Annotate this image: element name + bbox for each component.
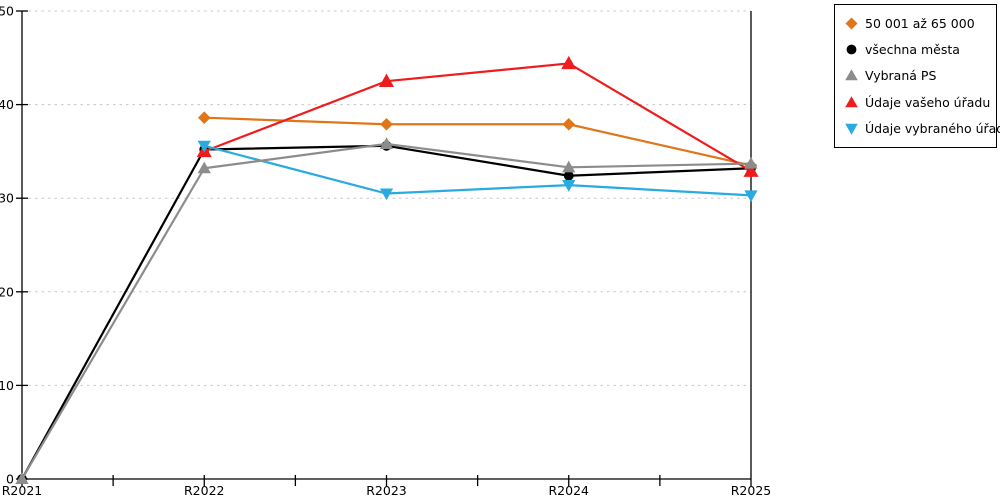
y-tick-label: 0 [6,472,14,487]
legend-diamond-icon [845,17,858,30]
triangle-up-marker-icon [379,137,394,149]
series-line [204,116,752,167]
legend-item: Údaje vybraného úřadu [844,121,1000,136]
series-4 [197,140,758,203]
triangle-up-marker-icon [743,163,759,177]
triangle-up-marker-icon [845,96,858,108]
triangle-down-marker-icon [845,123,858,136]
triangle-up-marker-icon [845,69,858,81]
legend-item: 50 001 až 65 000 [844,16,994,31]
series-3 [196,55,759,177]
y-tick-label: 40 [0,97,14,112]
circle-marker-icon [563,170,574,181]
triangle-down-marker-icon [562,180,576,192]
legend-label: všechna města [865,42,960,58]
legend-label: Údaje vašeho úřadu [865,94,991,110]
x-tick-label: R2024 [549,483,590,498]
series-line [203,144,752,197]
legend-item: všechna města [844,42,994,57]
triangle-up-marker-icon [197,161,211,174]
legend-label: 50 001 až 65 000 [865,15,975,31]
diamond-marker-icon [845,17,858,30]
x-tick-label: R2021 [2,483,43,498]
chart-legend: 50 001 až 65 000 všechna města Vybraná PS Ú… [834,4,1000,148]
legend-label: Vybraná PS [865,68,937,84]
circle-marker-icon [846,44,857,55]
legend-item: Údaje vašeho úřadu [844,95,994,110]
series-2 [15,137,758,485]
y-tick-label: 20 [0,284,14,299]
legend-item: Vybraná PS [844,68,994,83]
y-tick-label: 30 [0,191,14,206]
triangle-down-marker-icon [744,190,758,203]
triangle-up-marker-icon [15,472,29,485]
diamond-marker-icon [380,117,393,131]
legend-triangle-up-icon [845,96,858,108]
legend-triangle-down-icon [845,123,858,136]
triangle-down-marker-icon [197,140,211,153]
legend-circle-icon [846,44,857,55]
triangle-up-marker-icon [562,160,576,173]
triangle-up-marker-icon [561,55,577,70]
diamond-marker-icon [197,111,211,125]
x-tick-label: R2023 [366,483,407,498]
y-tick-label: 50 [0,4,14,19]
x-tick-label: R2022 [184,483,225,498]
triangle-up-marker-icon [378,73,395,87]
diamond-marker-icon [562,117,576,131]
legend-triangle-up-icon [845,69,858,81]
series-line [203,62,752,173]
triangle-down-marker-icon [379,188,394,201]
x-tick-label: R2025 [731,483,772,498]
y-tick-label: 10 [0,378,14,393]
legend-label: Údaje vybraného úřadu [865,121,1000,137]
triangle-up-marker-icon [744,156,758,169]
